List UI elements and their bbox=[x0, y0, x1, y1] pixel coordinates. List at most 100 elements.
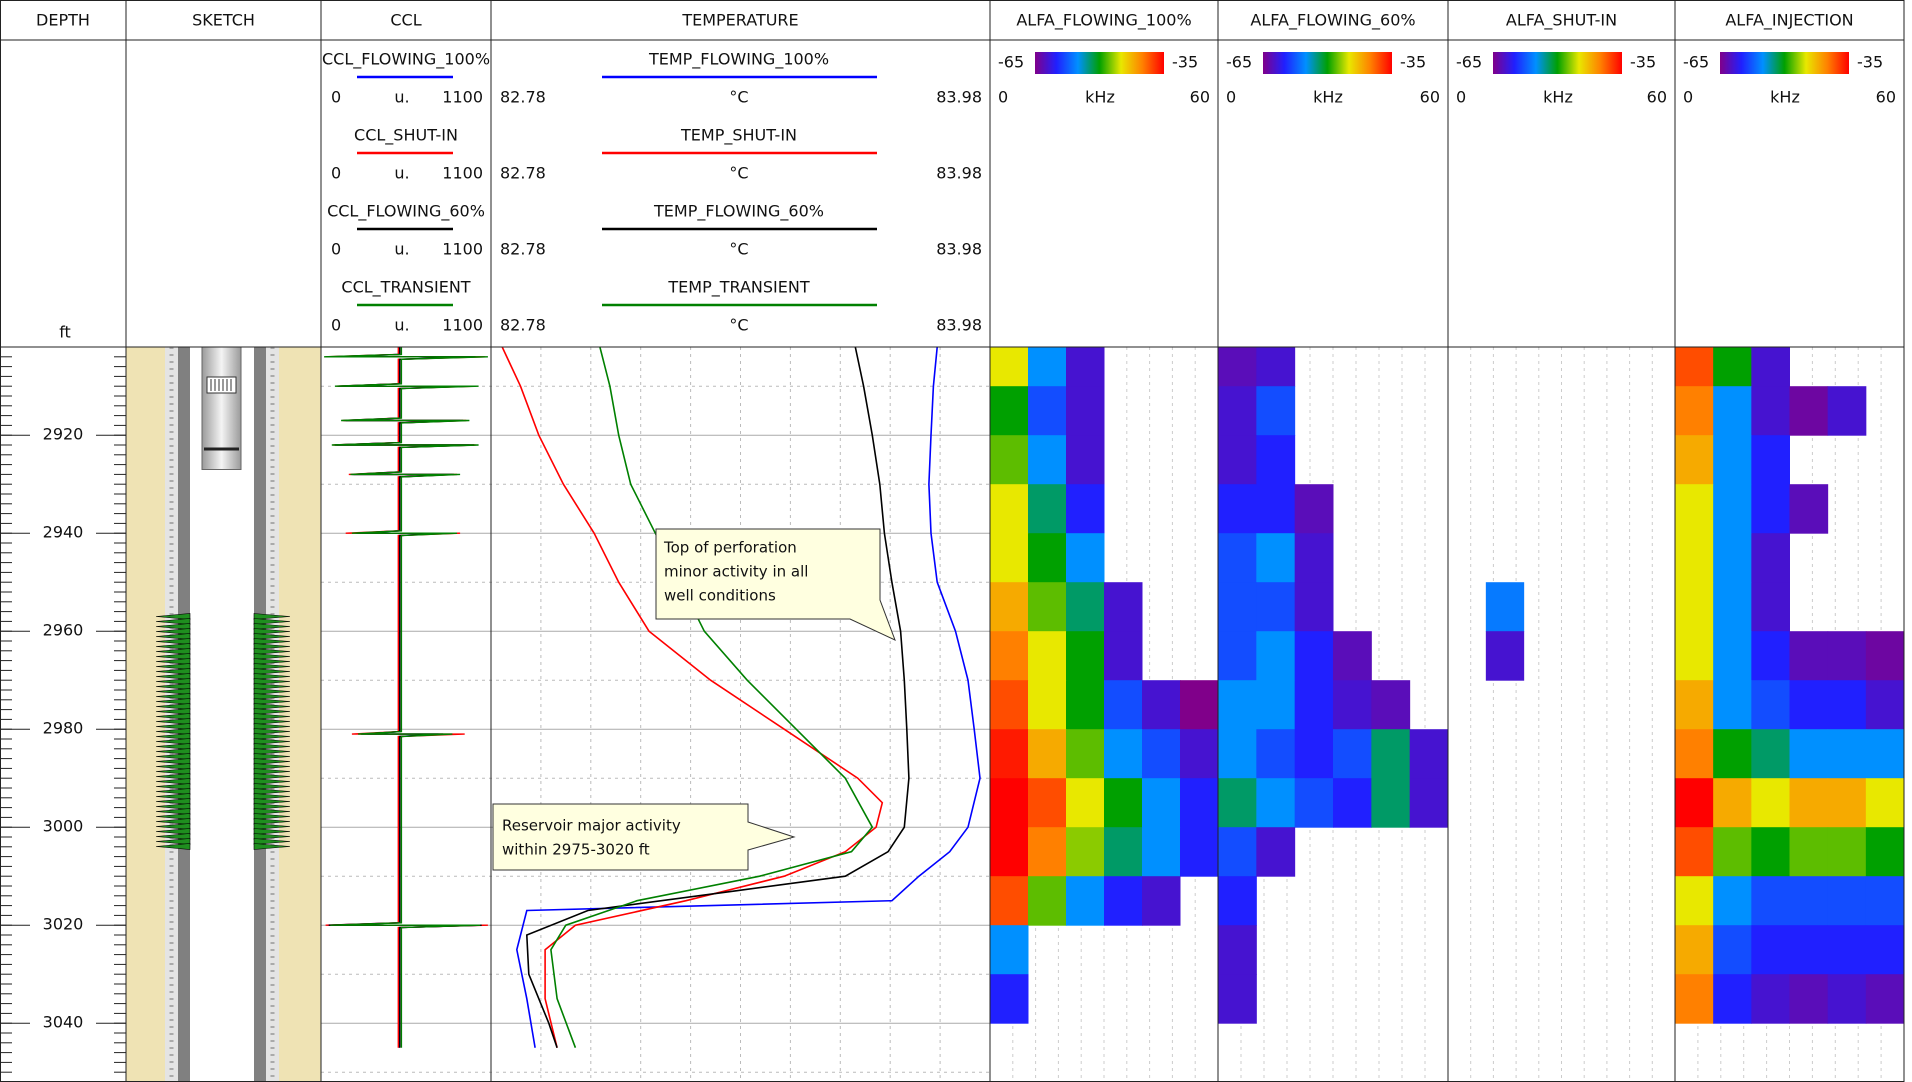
spectrogram-cell bbox=[990, 827, 1029, 877]
scale-min: 0 bbox=[331, 316, 341, 335]
scale-max: 83.98 bbox=[936, 316, 982, 335]
spectrogram bbox=[1471, 347, 1653, 1082]
temperature-curve bbox=[551, 347, 872, 1048]
spectrogram-cell bbox=[1295, 484, 1334, 534]
scale-max: 83.98 bbox=[936, 240, 982, 259]
scale-min: 0 bbox=[1226, 88, 1236, 107]
scale-min: 0 bbox=[1456, 88, 1466, 107]
colorbar-min: -65 bbox=[1226, 53, 1252, 72]
spectrogram-cell bbox=[1218, 533, 1257, 583]
spectrogram-cell bbox=[1028, 827, 1067, 877]
legend-name: TEMP_TRANSIENT bbox=[667, 278, 809, 298]
spectrogram-cell bbox=[1675, 484, 1714, 534]
spectrogram-cell bbox=[990, 533, 1029, 583]
spectrogram-cell bbox=[990, 680, 1029, 730]
spectrogram-cell bbox=[990, 631, 1029, 681]
spectrogram-cell bbox=[1218, 484, 1257, 534]
spectrogram-cell bbox=[1256, 827, 1295, 877]
spectrogram-cell bbox=[1713, 974, 1752, 1024]
spectrogram-cell bbox=[1218, 876, 1257, 926]
spectrogram-cell bbox=[1790, 631, 1829, 681]
colorbar-max: -35 bbox=[1400, 53, 1426, 72]
spectrogram-cell bbox=[990, 484, 1029, 534]
spectrogram-cell bbox=[1713, 680, 1752, 730]
spectrogram-cell bbox=[1675, 974, 1714, 1024]
spectrogram-cell bbox=[1256, 680, 1295, 730]
spectrogram-cell bbox=[1713, 778, 1752, 828]
scale-min: 82.78 bbox=[500, 88, 546, 107]
spectrogram-cell bbox=[1675, 337, 1714, 387]
spectrogram-cell bbox=[1751, 680, 1790, 730]
scale-unit: kHz bbox=[1770, 88, 1800, 107]
spectrogram-cell bbox=[1104, 680, 1143, 730]
spectrogram-cell bbox=[1675, 729, 1714, 779]
spectrogram-cell bbox=[1828, 925, 1867, 975]
spectrogram-cell bbox=[1828, 729, 1867, 779]
spectrogram-cell bbox=[1713, 925, 1752, 975]
scale-unit: kHz bbox=[1085, 88, 1115, 107]
spectrogram-cell bbox=[1256, 729, 1295, 779]
scale-max: 83.98 bbox=[936, 88, 982, 107]
legend-name: CCL_FLOWING_60% bbox=[327, 202, 485, 222]
ccl-curve bbox=[329, 347, 482, 1048]
spectrogram-cell bbox=[1066, 533, 1105, 583]
spectrogram-cell bbox=[1751, 631, 1790, 681]
spectrogram-cell bbox=[1066, 680, 1105, 730]
legend-name: TEMP_FLOWING_60% bbox=[653, 202, 824, 222]
column-title: ALFA_INJECTION bbox=[1725, 11, 1853, 31]
spectrogram-cell bbox=[1790, 827, 1829, 877]
column-title: ALFA_FLOWING_60% bbox=[1250, 11, 1415, 31]
ccl-curves bbox=[324, 347, 488, 1048]
spectrogram-cell bbox=[1790, 778, 1829, 828]
spectrogram-cell bbox=[1028, 484, 1067, 534]
depth-label: 2920 bbox=[43, 425, 84, 444]
spectrogram-cell bbox=[1675, 582, 1714, 632]
ccl-curve bbox=[327, 347, 483, 1048]
spectrogram-cell bbox=[1790, 876, 1829, 926]
spectrogram-cell bbox=[1066, 827, 1105, 877]
spectrogram-cell bbox=[1828, 827, 1867, 877]
spectrogram-cell bbox=[1256, 631, 1295, 681]
spectrogram-cell bbox=[1713, 729, 1752, 779]
spectrogram-cell bbox=[1218, 778, 1257, 828]
spectrogram-cell bbox=[1180, 827, 1219, 877]
spectrogram-cell bbox=[1371, 680, 1410, 730]
spectrogram-cell bbox=[1866, 925, 1905, 975]
spectrogram-cell bbox=[1866, 974, 1905, 1024]
spectrogram-cell bbox=[1256, 533, 1295, 583]
spectrogram-cell bbox=[990, 729, 1029, 779]
scale-unit: u. bbox=[394, 240, 409, 259]
scale-max: 1100 bbox=[442, 88, 483, 107]
spectrogram-cell bbox=[990, 435, 1029, 485]
scale-min: 0 bbox=[331, 164, 341, 183]
legend-name: CCL_TRANSIENT bbox=[341, 278, 470, 298]
callout bbox=[493, 804, 794, 870]
spectrogram-cell bbox=[1713, 435, 1752, 485]
annotation: within 2975-3020 ft bbox=[502, 841, 650, 859]
scale-unit: u. bbox=[394, 316, 409, 335]
temperature-curve bbox=[517, 347, 980, 1048]
depth-label: 3020 bbox=[43, 915, 84, 934]
scale-max: 1100 bbox=[442, 316, 483, 335]
spectrogram-cell bbox=[1066, 778, 1105, 828]
spectrogram-cell bbox=[1218, 925, 1257, 975]
spectrogram-cell bbox=[1028, 435, 1067, 485]
spectrogram bbox=[1675, 337, 1905, 1082]
spectrogram-cell bbox=[1028, 386, 1067, 436]
spectrogram-cell bbox=[1256, 484, 1295, 534]
spectrogram-cell bbox=[1142, 876, 1181, 926]
spectrogram-cell bbox=[1751, 435, 1790, 485]
depth-unit: ft bbox=[59, 323, 71, 342]
temperature-curve bbox=[527, 347, 909, 1048]
ccl-curve bbox=[324, 347, 488, 1048]
spectrogram-cell bbox=[1218, 435, 1257, 485]
spectrogram-cell bbox=[1295, 582, 1334, 632]
spectrogram-cell bbox=[1142, 827, 1181, 877]
spectrogram-cell bbox=[1790, 484, 1829, 534]
spectrogram-cell bbox=[1066, 484, 1105, 534]
spectrogram-cell bbox=[1104, 631, 1143, 681]
spectrogram-cell bbox=[990, 925, 1029, 975]
scale-min: 82.78 bbox=[500, 316, 546, 335]
spectrogram-cell bbox=[1028, 631, 1067, 681]
spectrogram-cell bbox=[1066, 582, 1105, 632]
